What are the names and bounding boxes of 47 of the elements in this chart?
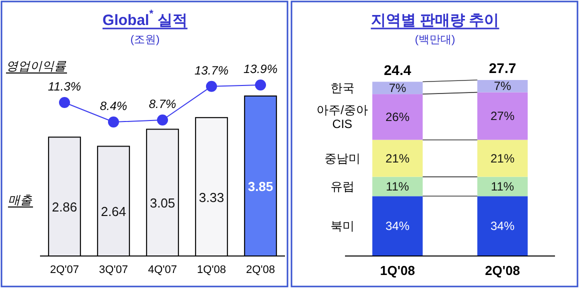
data-label: 11% [386,179,410,194]
data-label: 34% [490,219,515,234]
data-label: 7% [494,79,512,94]
data-label: 3.85 [248,178,274,194]
data-label: 8.7% [148,96,176,111]
data-label: 3.33 [198,189,224,204]
y2-axis-title: 영업이익률 [6,59,67,73]
chart-title: Global$^{*}$ 실적 [102,8,188,28]
bar [372,94,423,140]
series-label: 유럽 [330,179,354,194]
series-label: 아주/중아 CIS [316,102,368,132]
data-label: 13.9% [243,62,278,76]
bar [372,196,423,256]
chart-title: 지역별 판매량 추이 [370,12,500,28]
x-tick-label: 2Q'08 [485,262,520,278]
data-label: 26% [385,110,410,124]
bar [477,80,528,92]
x-tick-label: 3Q'07 [98,264,128,276]
data-label: 21% [385,151,410,166]
data-label: 21% [490,151,515,166]
y-axis-title: 매출 [8,193,33,207]
data-label: 11% [490,179,514,194]
data-label: 3.05 [150,195,176,210]
text: 27.7 [488,60,516,76]
bar [477,140,528,177]
data-label: 2.86 [52,199,78,214]
x-tick-label: 2Q'07 [50,264,80,276]
series-label: 한국 [330,80,354,95]
data-label: 13.7% [194,63,229,78]
x-tick-label: 1Q'08 [196,264,226,276]
series-label: 중남미 [324,151,360,166]
series-label: 북미 [330,219,354,234]
bar [477,196,528,256]
x-tick-label: 2Q'08 [246,264,276,276]
data-label: 11.3% [48,79,82,94]
data-label: 27% [490,109,515,124]
chart-subtitle: (조원) [130,34,160,46]
x-tick-label: 1Q'08 [380,262,415,278]
data-label: 2.64 [100,204,126,219]
bar [477,92,528,140]
data-label: 34% [385,219,410,234]
data-label: 7% [388,80,406,95]
chart-subtitle: (백만대) [414,34,456,46]
x-tick-label: 4Q'07 [148,264,178,276]
bar [372,140,423,177]
text: 24.4 [384,62,412,78]
data-label: 8.4% [100,99,128,113]
